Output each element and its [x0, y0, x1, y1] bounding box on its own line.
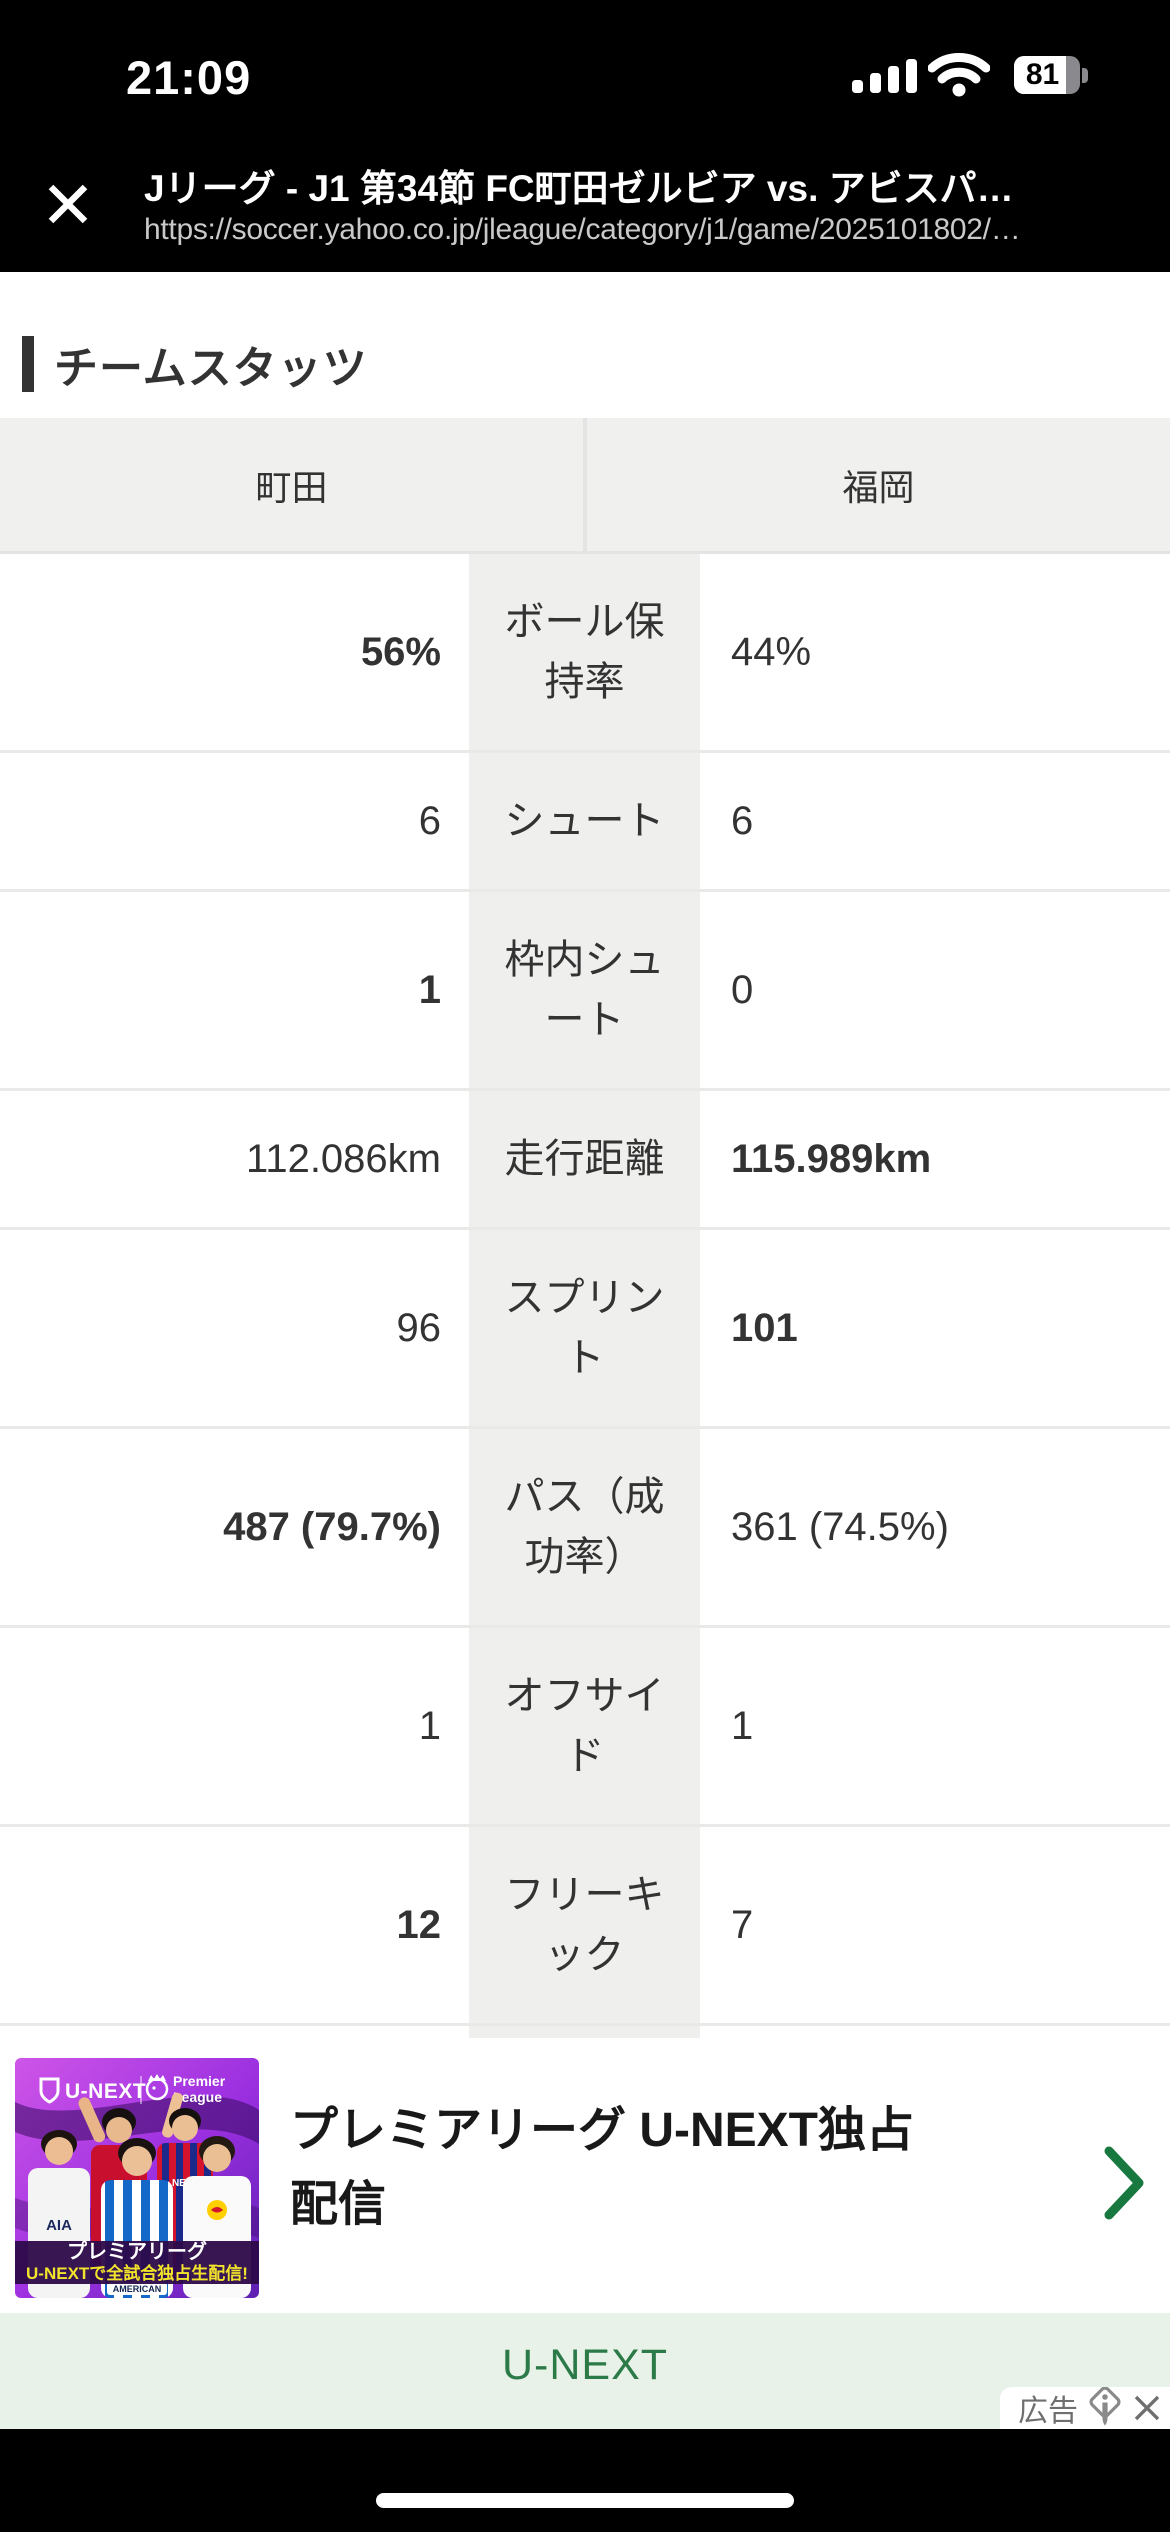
- home-value: 56%: [360, 629, 441, 674]
- table-row: 96 スプリン ト 101: [0, 1230, 1170, 1429]
- table-row: 1 オフサイ ド 1: [0, 1628, 1170, 1827]
- home-value: 112.086km: [246, 1136, 441, 1181]
- away-value: 6: [731, 798, 754, 843]
- heading-accent-bar: [22, 336, 34, 392]
- stat-label: パス（成 功率）: [469, 1429, 703, 1625]
- svg-text:League: League: [173, 2089, 222, 2105]
- ad-banner[interactable]: U-NEXT Premier League: [0, 2042, 1170, 2313]
- cellular-signal-icon: [852, 59, 917, 93]
- table-row: 1 枠内シュ ート 0: [0, 892, 1170, 1091]
- ad-image[interactable]: U-NEXT Premier League: [15, 2058, 259, 2298]
- away-value: 44%: [731, 629, 812, 674]
- away-team-header: 福岡: [587, 418, 1170, 551]
- away-value: 101: [731, 1305, 798, 1350]
- svg-text:AMERICAN: AMERICAN: [113, 2284, 162, 2294]
- stat-label: スプリン ト: [469, 1230, 703, 1426]
- stat-label: シュート: [469, 753, 703, 889]
- stat-label: 枠内シュ ート: [469, 892, 703, 1088]
- stat-label: 走行距離: [469, 1091, 703, 1227]
- svg-text:AIA: AIA: [46, 2217, 72, 2234]
- stat-label: ボール保 持率: [469, 554, 703, 750]
- table-row: 6 シュート 6: [0, 753, 1170, 892]
- stats-rows: 56% ボール保 持率 44% 6 シュート 6 1 枠内シュ ート 0 112…: [0, 554, 1170, 2026]
- svg-text:U-NEXT: U-NEXT: [65, 2080, 146, 2103]
- battery-icon: 81: [1014, 56, 1088, 94]
- close-icon[interactable]: [44, 180, 92, 228]
- table-row: 56% ボール保 持率 44%: [0, 554, 1170, 753]
- wifi-icon: [928, 53, 990, 97]
- svg-text:プレミアリーグ: プレミアリーグ: [67, 2239, 207, 2263]
- page-url: https://soccer.yahoo.co.jp/jleague/categ…: [144, 213, 1021, 246]
- table-row: 112.086km 走行距離 115.989km: [0, 1091, 1170, 1230]
- battery-percent: 81: [1025, 58, 1060, 91]
- advertiser-band: U-NEXT 広告: [0, 2313, 1170, 2429]
- home-indicator[interactable]: [376, 2493, 794, 2508]
- away-value: 115.989km: [731, 1136, 932, 1181]
- home-value: 1: [418, 967, 441, 1012]
- clipped-table-row: [0, 2026, 1170, 2038]
- advertiser-link[interactable]: U-NEXT: [501, 2340, 669, 2389]
- svg-text:Premier: Premier: [173, 2073, 226, 2089]
- ad-close-icon[interactable]: [1132, 2393, 1162, 2423]
- browser-header: 21:09 81 Jリーグ - J1 第34節 FC町田ゼルビア vs. アビス…: [0, 0, 1170, 272]
- team-stats-table: 町田 福岡 56% ボール保 持率 44% 6 シュート 6 1 枠内シュ ート…: [0, 418, 1170, 2038]
- home-value: 96: [396, 1305, 442, 1350]
- status-time: 21:09: [126, 51, 252, 104]
- header-divider: [583, 418, 587, 551]
- ad-label: 広告: [1018, 2395, 1078, 2428]
- table-row: 12 フリーキ ック 7: [0, 1827, 1170, 2026]
- table-header-row: 町田 福岡: [0, 418, 1170, 554]
- unext-logo: U-NEXT: [39, 2077, 146, 2104]
- home-value: 12: [396, 1902, 442, 1947]
- chevron-right-icon[interactable]: [1102, 2142, 1148, 2224]
- section-heading: チームスタッツ: [22, 332, 368, 396]
- stat-label: オフサイ ド: [469, 1628, 703, 1824]
- premier-league-lion-icon: [145, 2074, 169, 2101]
- away-value: 7: [731, 1902, 754, 1947]
- home-value: 487 (79.7%): [223, 1504, 441, 1549]
- home-team-header: 町田: [0, 418, 583, 551]
- ad-label-box: 広告: [1000, 2387, 1170, 2429]
- away-value: 361 (74.5%): [731, 1504, 949, 1549]
- ad-headline[interactable]: プレミアリーグ U-NEXT独占 配信: [290, 2104, 915, 2231]
- stat-label: フリーキ ック: [469, 1827, 703, 2023]
- table-row: 487 (79.7%) パス（成 功率） 361 (74.5%): [0, 1429, 1170, 1628]
- bottom-bar: [0, 2429, 1170, 2532]
- away-value: 1: [731, 1703, 754, 1748]
- svg-text:U-NEXTで全試合独占生配信!: U-NEXTで全試合独占生配信!: [26, 2263, 248, 2283]
- home-value: 6: [418, 798, 441, 843]
- home-value: 1: [418, 1703, 441, 1748]
- ad-info-icon[interactable]: [1086, 2387, 1124, 2429]
- section-title: チームスタッツ: [54, 344, 368, 393]
- page-title: Jリーグ - J1 第34節 FC町田ゼルビア vs. アビスパ…: [144, 168, 1014, 209]
- away-value: 0: [731, 967, 754, 1012]
